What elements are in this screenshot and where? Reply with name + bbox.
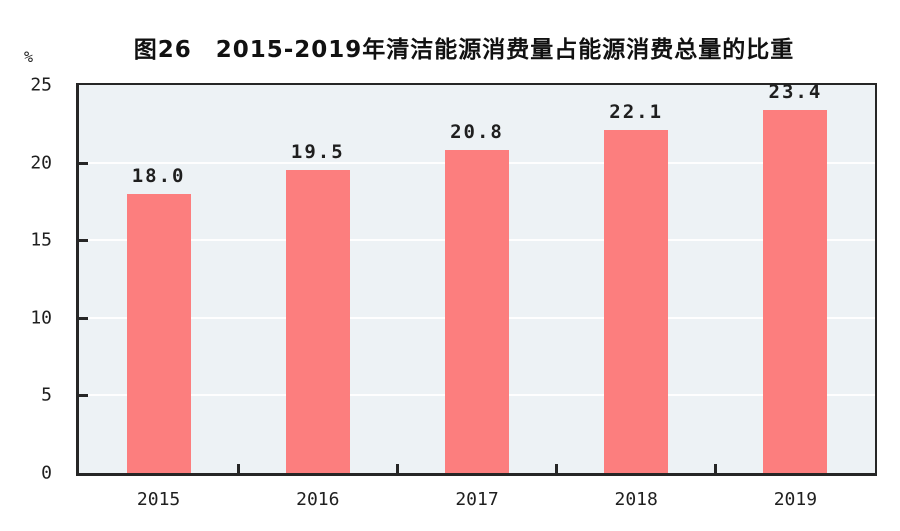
bar-2015 <box>126 193 191 473</box>
bar-value-label-2019: 23.4 <box>768 80 823 103</box>
y-axis-tick-5 <box>79 394 88 398</box>
y-axis-unit-label: % <box>24 48 34 66</box>
y-axis-tick-10 <box>79 316 88 320</box>
bar-2018 <box>604 130 669 473</box>
y-axis-tick-20 <box>79 161 88 165</box>
x-axis-tick-4 <box>714 464 718 473</box>
chart-title: 图26 2015-2019年清洁能源消费量占能源消费总量的比重 <box>133 37 795 63</box>
y-axis-label-20: 20 <box>30 152 52 174</box>
bar-value-label-2017: 20.8 <box>450 121 504 144</box>
bar-value-label-2015: 18.0 <box>131 164 186 187</box>
plot-area: 18.0 19.5 20.8 22.1 23.4 <box>76 80 877 476</box>
x-axis-label-2015: 2015 <box>136 489 181 510</box>
y-axis-label-5: 5 <box>41 384 52 406</box>
x-axis-tick-1 <box>236 464 240 473</box>
y-axis-label-15: 15 <box>30 229 52 251</box>
bar-value-label-2018: 22.1 <box>609 101 664 124</box>
y-axis-label-25: 25 <box>30 74 52 96</box>
x-axis-tick-2 <box>395 464 399 473</box>
x-axis-label-2018: 2018 <box>614 489 658 510</box>
bar-2017 <box>445 150 509 473</box>
bar-2019 <box>763 109 828 473</box>
y-axis-tick-15 <box>79 239 88 243</box>
x-axis-tick-3 <box>555 464 559 473</box>
x-axis-label-2017: 2017 <box>455 489 499 510</box>
y-axis-label-10: 10 <box>30 307 52 329</box>
x-axis-label-2019: 2019 <box>773 489 818 510</box>
y-axis-label-0: 0 <box>41 462 52 484</box>
x-axis-label-2016: 2016 <box>296 489 340 510</box>
bar-value-label-2016: 19.5 <box>290 141 345 164</box>
bar-2016 <box>285 170 350 473</box>
